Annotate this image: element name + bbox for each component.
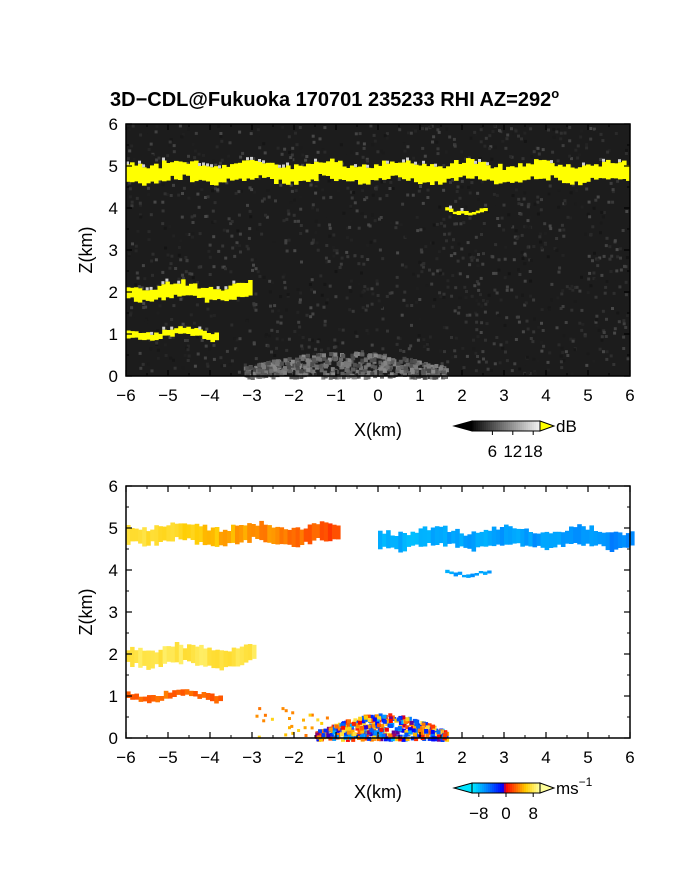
intensity-colorbar-high-arrow [539,420,556,432]
intensity-x-tick-label: 4 [541,386,550,405]
intensity-y-tick-label: 0 [109,367,118,386]
intensity-y-tick-label: 2 [109,283,118,302]
velocity-axes: −6 −5 −4 −3 −2 −1 0 1 2 3 4 5 6 0 1 2 3 4 5 6 [109,477,635,767]
velocity-y-tick-label: 3 [109,603,118,622]
velocity-layer-1km [126,689,223,704]
intensity-y-tick-label: 6 [109,115,118,134]
intensity-x-tick-label: 5 [583,386,592,405]
velocity-y-tick-label: 6 [109,477,118,496]
intensity-x-tick-label: −5 [158,386,177,405]
velocity-y-tick-label: 2 [109,645,118,664]
velocity-y-axis-label: Z(km) [76,589,96,636]
intensity-x-tick-label: −2 [284,386,303,405]
velocity-colorbar-tick-label: −8 [469,804,488,823]
intensity-y-tick-label: 5 [109,157,118,176]
velocity-patch-4km [445,569,492,578]
velocity-upper-layer-west [126,520,341,548]
velocity-y-tick-label: 1 [109,687,118,706]
intensity-x-tick-label: 1 [415,386,424,405]
intensity-colorbar-tick-label: 12 [503,442,522,461]
velocity-x-tick-label: 2 [457,748,466,767]
intensity-cloud-layer-2km [126,278,253,303]
velocity-x-axis-label: X(km) [354,782,402,802]
intensity-x-tick-label: −1 [326,386,345,405]
velocity-x-tick-label: 3 [499,748,508,767]
intensity-x-tick-label: 0 [373,386,382,405]
intensity-x-tick-label: 3 [499,386,508,405]
intensity-x-tick-label: −4 [200,386,219,405]
intensity-cloud-layer-1km [126,326,219,343]
velocity-x-tick-label: 0 [373,748,382,767]
velocity-x-tick-label: −2 [284,748,303,767]
intensity-cloud-layer-upper [126,156,631,186]
velocity-colorbar-unit: ms−1 [556,775,593,798]
velocity-x-tick-label: −1 [326,748,345,767]
intensity-colorbar-tick-label: 6 [488,442,497,461]
velocity-x-tick-label: 1 [415,748,424,767]
intensity-y-tick-label: 3 [109,241,118,260]
intensity-x-tick-label: 2 [457,386,466,405]
velocity-colorbar-tick-label: 8 [528,804,537,823]
intensity-x-tick-label: −6 [116,386,135,405]
velocity-x-tick-label: −3 [242,748,261,767]
velocity-layer-2km [126,642,257,671]
velocity-background [126,486,630,738]
velocity-colorbar: −8 0 8 ms−1 [452,775,593,823]
velocity-panel: −6 −5 −4 −3 −2 −1 0 1 2 3 4 5 6 0 1 2 3 4 5 6 X(km) Z(km) −… [76,477,635,823]
intensity-noise [126,124,630,376]
intensity-x-tick-label: 6 [625,386,634,405]
velocity-boundary-layer-mixed [255,707,450,742]
velocity-x-tick-label: −4 [200,748,219,767]
intensity-y-axis-label: Z(km) [76,227,96,274]
intensity-axes: −6 −5 −4 −3 −2 −1 0 1 2 3 4 5 6 0 1 2 3 4 5 6 [109,115,635,405]
intensity-x-tick-label: −3 [242,386,261,405]
velocity-plot-area [126,486,635,742]
intensity-colorbar-unit: dB [556,417,577,436]
intensity-near-surface-haze [243,351,449,380]
velocity-colorbar-low-arrow [452,782,473,794]
velocity-x-tick-label: 4 [541,748,550,767]
velocity-y-tick-label: 4 [109,561,118,580]
velocity-x-tick-label: 5 [583,748,592,767]
velocity-x-tick-label: −6 [116,748,135,767]
velocity-colorbar-high-arrow [539,782,556,794]
velocity-upper-layer-east [378,524,635,553]
intensity-cloud-patch [445,205,488,216]
intensity-y-tick-label: 1 [109,325,118,344]
intensity-plot-area [126,124,631,380]
intensity-colorbar: 6 12 18 dB [452,417,577,461]
intensity-y-tick-label: 4 [109,199,118,218]
intensity-colorbar-tick-label: 18 [524,442,543,461]
velocity-colorbar-tick-label: 0 [501,804,510,823]
velocity-x-tick-label: −5 [158,748,177,767]
velocity-y-tick-label: 0 [109,729,118,748]
chart-title: 3D−CDL@Fukuoka 170701 235233 RHI AZ=292o [110,86,559,111]
intensity-x-axis-label: X(km) [354,420,402,440]
velocity-x-tick-label: 6 [625,748,634,767]
velocity-y-tick-label: 5 [109,519,118,538]
intensity-colorbar-low-arrow [452,420,473,432]
